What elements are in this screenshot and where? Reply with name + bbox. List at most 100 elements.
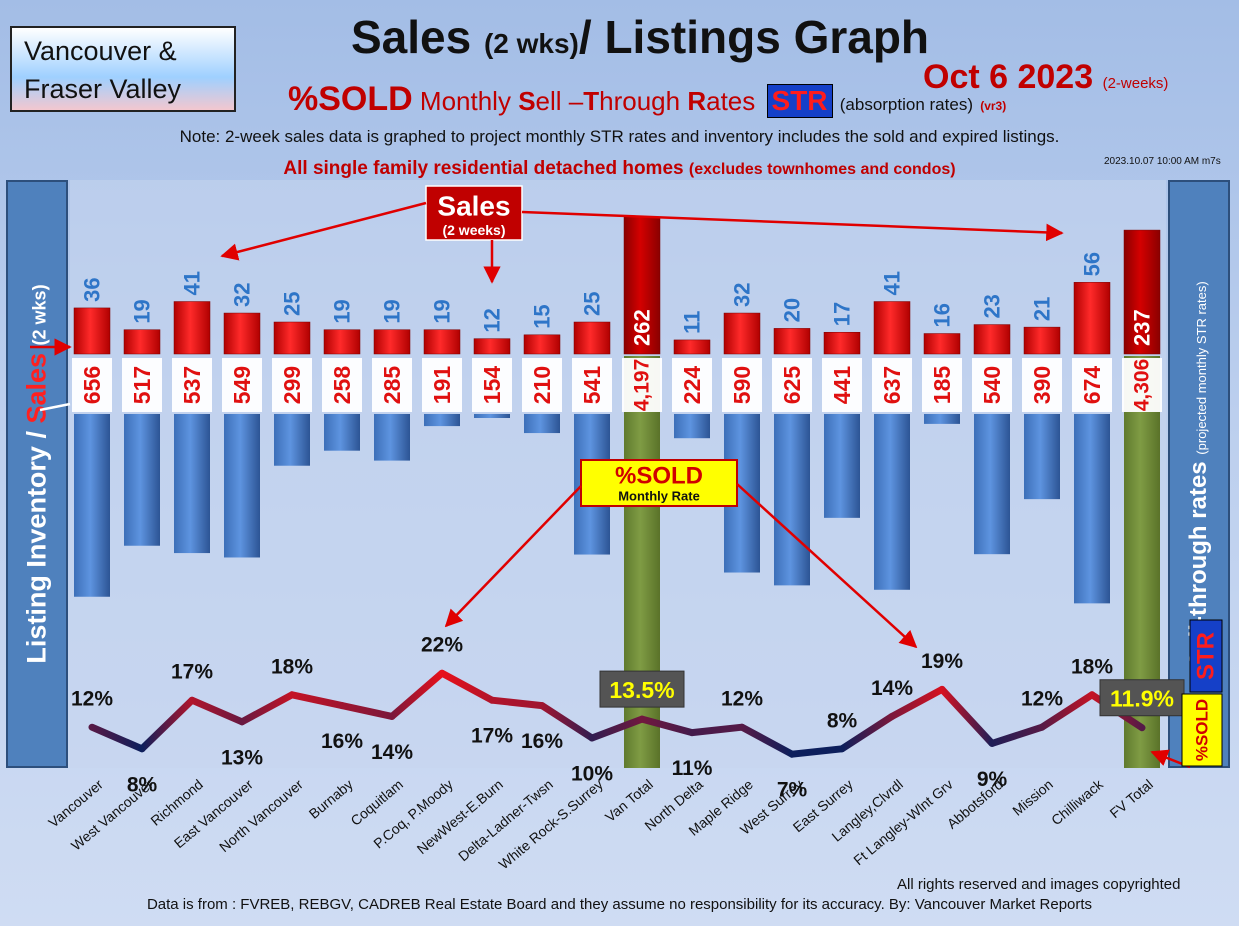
inventory-label: 656: [79, 366, 105, 404]
inventory-label-box: [922, 358, 962, 412]
title-main: Sales: [350, 11, 472, 63]
inventory-label: 517: [129, 366, 155, 404]
inventory-bar: [874, 414, 910, 590]
inventory-bar: [524, 414, 560, 434]
timestamp: 2023.10.07 10:00 AM m7s: [1104, 156, 1221, 167]
sales-callout-title: Sales: [437, 191, 510, 222]
str-label: 9%: [977, 768, 1008, 791]
inventory-bar: [774, 414, 810, 586]
sales-bar: [523, 334, 561, 355]
sales-bar: [123, 329, 161, 355]
subtitle-R: R: [687, 86, 707, 116]
inventory-label-box: [972, 358, 1012, 412]
inventory-label-box: [672, 358, 712, 412]
region-box: Vancouver & Fraser Valley: [10, 26, 236, 112]
sales-label: 237: [1130, 309, 1155, 346]
total-str-box: [599, 670, 685, 708]
region-line1: Vancouver &: [24, 36, 177, 66]
category-label: NewWest-E.Burn: [414, 776, 506, 857]
footer-rights: All rights reserved and images copyright…: [897, 876, 1181, 893]
inventory-bar: [374, 414, 410, 461]
subtitle-vr: (vr3): [980, 99, 1007, 113]
inventory-label: 541: [579, 366, 605, 405]
sold-callout-subtitle: Monthly Rate: [618, 489, 700, 504]
inventory-label: 258: [329, 366, 355, 405]
inventory-label: 590: [729, 366, 755, 404]
right-str-badge: [1189, 619, 1223, 693]
title-rest: / Listings Graph: [578, 11, 930, 63]
inventory-bar: [174, 414, 210, 554]
left-axis-banner: Listing Inventory / Sales (2 wks): [6, 180, 68, 768]
right-str-text: STR: [1193, 632, 1220, 680]
sales-bar: [323, 329, 361, 355]
inventory-bar: [924, 414, 960, 424]
category-label: Chilliwack: [1048, 775, 1107, 828]
str-line-segment: [338, 702, 396, 720]
inventory-label: 185: [929, 366, 955, 405]
inventory-bar: [74, 414, 110, 597]
inventory-bar: [1074, 414, 1110, 604]
sold-callout-title: %SOLD: [615, 463, 703, 490]
sales-label: 262: [630, 309, 655, 346]
heading-main: All single family residential detached h…: [283, 158, 684, 179]
subtitle-T: T: [583, 86, 600, 116]
sales-label: 17: [830, 302, 855, 326]
right-sold-badge: [1181, 693, 1223, 767]
str-label: 22%: [421, 634, 463, 657]
sales-arrow-right: [521, 210, 1064, 242]
inventory-label-box: [422, 358, 462, 412]
sales-bar: [873, 301, 911, 355]
str-line-segment: [288, 691, 346, 710]
heading-small: (excludes townhomes and condos): [688, 161, 956, 178]
inventory-label-box: [572, 358, 612, 412]
str-line-segment: [788, 745, 846, 758]
str-label: 18%: [1071, 655, 1113, 678]
str-line-segment: [438, 669, 496, 704]
str-line-segment: [888, 685, 946, 720]
property-heading: All single family residential detached h…: [0, 158, 1239, 180]
str-label: 16%: [321, 730, 363, 753]
inventory-label-box: [122, 358, 162, 412]
inventory-label: 537: [179, 366, 205, 404]
sales-label: 32: [730, 283, 755, 307]
str-label: 12%: [721, 688, 763, 711]
str-line-segment: [938, 685, 996, 747]
inventory-bar: [824, 414, 860, 518]
inventory-label-box: [222, 358, 262, 412]
inventory-bar: [224, 414, 260, 558]
category-label: North Vancouver: [216, 776, 306, 855]
inventory-label-box: [72, 358, 112, 412]
inventory-label: 674: [1079, 366, 1105, 405]
category-label: Abbotsford: [944, 776, 1006, 832]
sales-bar: [1073, 282, 1111, 355]
sales-label: 15: [530, 304, 555, 328]
inventory-label: 285: [379, 366, 405, 405]
inventory-label: 210: [529, 366, 555, 404]
inventory-label-box: [322, 358, 362, 412]
sales-bar: [173, 301, 211, 355]
inventory-bar: [974, 414, 1010, 555]
sales-label: 12: [480, 308, 505, 332]
str-label: 17%: [171, 661, 213, 684]
inventory-label-box: [372, 358, 412, 412]
sold-callout-box: [580, 459, 738, 507]
str-line-segment: [588, 715, 646, 742]
inventory-bar: [124, 414, 160, 546]
inventory-label-box: [522, 358, 562, 412]
str-label: 14%: [371, 741, 413, 764]
sales-label: 25: [280, 292, 305, 316]
inventory-label-box: [772, 358, 812, 412]
inventory-label-box: [272, 358, 312, 412]
str-line-segment: [488, 696, 546, 710]
str-line-segment: [988, 723, 1046, 747]
str-label: 13%: [221, 746, 263, 769]
str-line-segment: [188, 696, 246, 726]
date-small: (2-weeks): [1102, 75, 1169, 92]
str-badge: STR: [766, 84, 833, 118]
sales-label: 41: [180, 271, 205, 295]
sales-label: 36: [80, 277, 105, 301]
subtitle-S: S: [518, 86, 536, 116]
str-label: 8%: [127, 773, 158, 796]
str-label: 11.9%: [1110, 686, 1174, 712]
sales-label: 11: [680, 311, 705, 334]
